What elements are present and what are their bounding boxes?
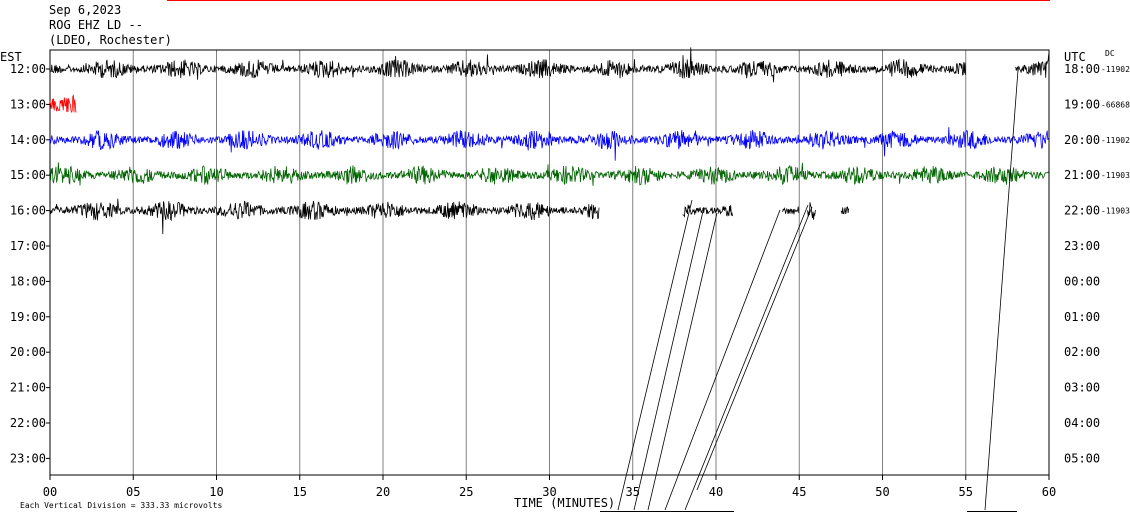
right-hour-label: 02:00 <box>1064 345 1100 359</box>
x-tick-label: 00 <box>43 485 57 499</box>
right-hour-label: 05:00 <box>1064 451 1100 465</box>
glitch-line <box>684 204 809 511</box>
dc-offset-label: -1190293 <box>1101 65 1130 74</box>
right-hour-label: 19:00 <box>1064 97 1100 111</box>
header-station: ROG EHZ LD -- <box>49 18 143 32</box>
trace-black-row-4 <box>782 206 800 215</box>
x-tick-labels: 00 05 10 15 20 25 30 35 40 45 50 55 60 <box>43 475 1056 499</box>
x-tick-label: 30 <box>542 485 556 499</box>
seismic-traces <box>49 47 1050 235</box>
glitch-line <box>633 206 705 511</box>
right-hour-label: 01:00 <box>1064 310 1100 324</box>
right-hour-labels: 18:00 19:00 20:00 21:00 22:00 23:00 00:00 01:00… <box>1064 62 1100 465</box>
trace-blue-row-2 <box>49 127 1049 161</box>
x-tick-label: 50 <box>875 485 889 499</box>
x-tick-label: 25 <box>459 485 473 499</box>
dc-offset-labels: -1190293 -6686884 -1190278 -1190313 -1190333 <box>1101 65 1130 216</box>
right-hour-label: 23:00 <box>1064 239 1100 253</box>
trace-black-row-4 <box>682 204 733 218</box>
trace-red-row-1 <box>49 94 77 114</box>
x-axis-title: TIME (MINUTES) <box>514 496 615 510</box>
glitch-line <box>696 206 813 491</box>
right-hour-label: 20:00 <box>1064 133 1100 147</box>
dc-offset-label: -6686884 <box>1101 100 1130 109</box>
right-hour-label: 21:00 <box>1064 168 1100 182</box>
header-date: Sep 6,2023 <box>49 3 122 17</box>
x-tick-label: 15 <box>293 485 307 499</box>
trace-black-row-4 <box>840 206 850 215</box>
x-tick-label: 45 <box>792 485 806 499</box>
left-hour-label: 23:00 <box>10 451 46 465</box>
left-hour-labels: 12:00 13:00 14:00 15:00 16:00 17:00 18:00 19:00… <box>10 62 50 465</box>
x-tick-label: 20 <box>376 485 390 499</box>
scale-note: Each Vertical Division = 333.33 microvol… <box>20 501 222 510</box>
dc-header-label: DC <box>1105 49 1115 58</box>
right-hour-label: 22:00 <box>1064 204 1100 218</box>
trace-black-row-0 <box>1015 54 1050 78</box>
left-hour-label: 17:00 <box>10 239 46 253</box>
left-hour-label: 16:00 <box>10 204 46 218</box>
left-hour-label: 14:00 <box>10 133 46 147</box>
dc-offset-label: -1190278 <box>1101 136 1130 145</box>
right-hour-label: 04:00 <box>1064 416 1100 430</box>
left-hour-label: 22:00 <box>10 416 46 430</box>
right-hour-label: 03:00 <box>1064 381 1100 395</box>
glitch-line <box>617 199 693 511</box>
x-tick-label: 35 <box>626 485 640 499</box>
x-tick-label: 40 <box>709 485 723 499</box>
trace-black-row-0 <box>49 47 966 83</box>
left-hour-label: 20:00 <box>10 345 46 359</box>
glitch-lines <box>617 69 1019 511</box>
dc-offset-label: -1190313 <box>1101 171 1130 180</box>
header-network: (LDEO, Rochester) <box>49 33 172 47</box>
left-timezone-label: EST <box>0 50 22 64</box>
right-hour-label: 18:00 <box>1064 62 1100 76</box>
x-tick-label: 05 <box>126 485 140 499</box>
trace-black-row-4 <box>49 198 600 235</box>
glitch-line <box>664 209 781 511</box>
left-hour-label: 15:00 <box>10 168 46 182</box>
x-tick-label: 55 <box>959 485 973 499</box>
glitch-line <box>984 69 1019 511</box>
dc-offset-label: -1190333 <box>1101 207 1130 216</box>
right-timezone-label: UTC <box>1064 50 1086 64</box>
left-hour-label: 21:00 <box>10 381 46 395</box>
right-hour-label: 00:00 <box>1064 274 1100 288</box>
left-hour-label: 18:00 <box>10 274 46 288</box>
trace-green-row-3 <box>49 162 1049 186</box>
trace-black-row-4 <box>807 202 816 220</box>
left-hour-label: 13:00 <box>10 97 46 111</box>
left-hour-label: 19:00 <box>10 310 46 324</box>
grid-lines <box>132 50 967 475</box>
x-tick-label: 10 <box>209 485 223 499</box>
x-tick-label: 60 <box>1042 485 1056 499</box>
left-hour-label: 12:00 <box>10 62 46 76</box>
glitch-line <box>647 212 718 511</box>
